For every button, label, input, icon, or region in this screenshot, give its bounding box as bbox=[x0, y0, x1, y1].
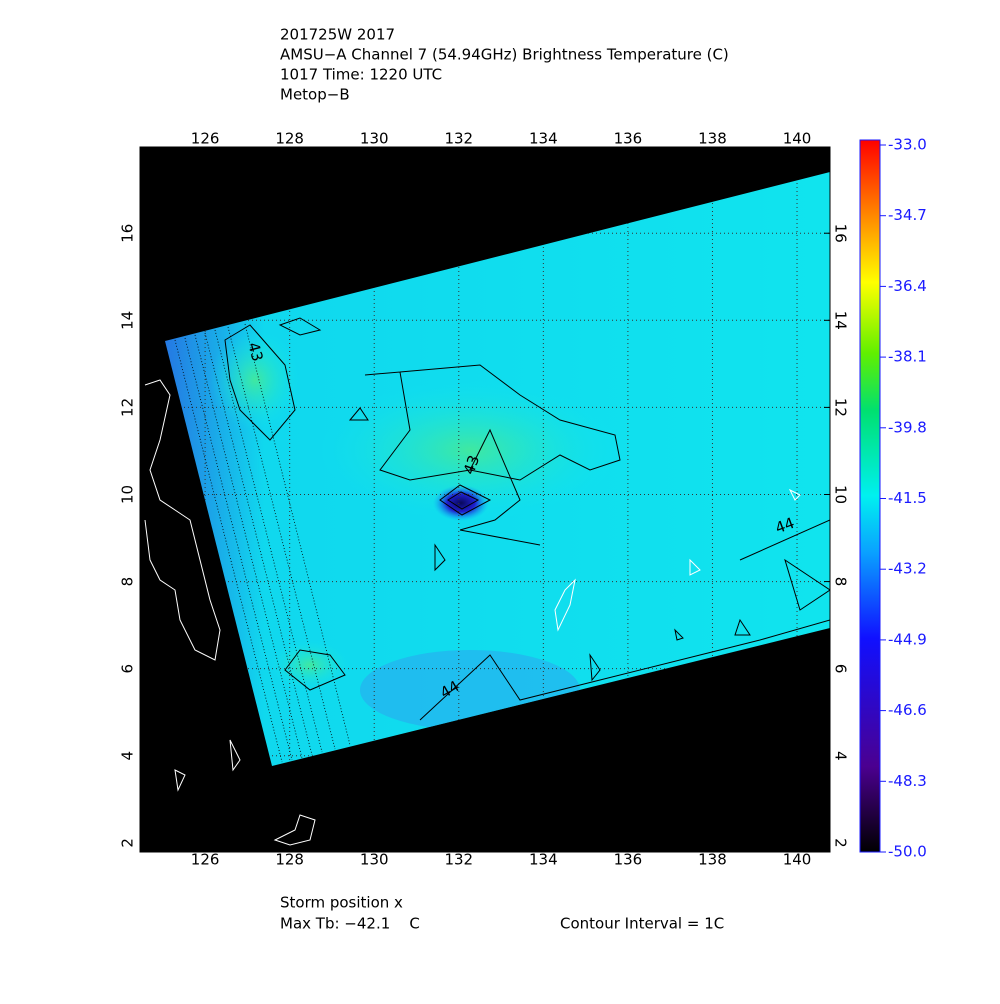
x-tick-label: 136 bbox=[614, 130, 643, 148]
title: 201725W 2017 AMSU−A Channel 7 (54.94GHz)… bbox=[280, 26, 729, 104]
x-tick-label: 126 bbox=[191, 130, 220, 148]
x-tick-label: 130 bbox=[360, 130, 389, 148]
colorbar bbox=[859, 139, 881, 853]
contour bbox=[348, 407, 369, 421]
title-line: AMSU−A Channel 7 (54.94GHz) Brightness T… bbox=[280, 46, 729, 64]
colorbar-tick-label: -34.7 bbox=[888, 206, 927, 224]
contour bbox=[364, 364, 621, 481]
warm-region bbox=[270, 640, 350, 690]
contours bbox=[224, 317, 830, 721]
y-tick-label: 4 bbox=[832, 751, 850, 761]
y-tick-label: 4 bbox=[119, 751, 137, 761]
colorbar-tick-label: -43.2 bbox=[888, 560, 927, 578]
y-tick-label: 10 bbox=[832, 485, 850, 504]
y-tick-label: 14 bbox=[832, 311, 850, 330]
y-tick-label: 6 bbox=[119, 664, 137, 674]
title-line: Metop−B bbox=[280, 86, 350, 104]
colorbar-ticks: -33.0 -34.7 -36.4 -38.1 -39.8 -41.5 -43.2 -44.9… bbox=[880, 136, 927, 861]
y-tick-label: 14 bbox=[119, 311, 137, 330]
colorbar-tick-label: -48.3 bbox=[888, 772, 927, 790]
colorbar-tick-label: -39.8 bbox=[888, 418, 927, 436]
x-tick-label: 126 bbox=[191, 851, 220, 869]
warm-region bbox=[210, 330, 300, 430]
y-tick-label: 12 bbox=[832, 398, 850, 417]
max-tb: Max Tb: −42.1 C bbox=[280, 915, 420, 933]
y-tick-label: 2 bbox=[119, 838, 137, 848]
y-tick-label: 8 bbox=[832, 577, 850, 587]
contour-label: 43 bbox=[460, 453, 483, 477]
warm-region bbox=[320, 380, 620, 520]
contour bbox=[278, 317, 322, 336]
axes: 1261261281281301301321321341341361361381… bbox=[119, 130, 850, 869]
x-tick-label: 138 bbox=[698, 851, 727, 869]
y-tick-label: 10 bbox=[119, 485, 137, 504]
contour bbox=[674, 519, 830, 641]
grid bbox=[165, 172, 830, 766]
coastline bbox=[144, 379, 221, 661]
x-tick-label: 128 bbox=[275, 851, 304, 869]
x-tick-label: 134 bbox=[529, 851, 558, 869]
y-tick-label: 8 bbox=[119, 577, 137, 587]
contour bbox=[459, 428, 541, 546]
plot-frame bbox=[139, 146, 831, 853]
colorbar-tick-label: -46.6 bbox=[888, 701, 927, 719]
cold-core bbox=[433, 485, 489, 521]
contour bbox=[224, 324, 296, 441]
y-tick-label: 12 bbox=[119, 398, 137, 417]
colorbar-tick-label: -44.9 bbox=[888, 630, 927, 648]
x-tick-label: 132 bbox=[444, 851, 473, 869]
coastlines bbox=[144, 379, 801, 846]
title-line: 201725W 2017 bbox=[280, 26, 395, 44]
colorbar-tick-label: -38.1 bbox=[888, 348, 927, 366]
storm-position: Storm position x bbox=[280, 894, 403, 912]
contour bbox=[434, 543, 601, 682]
x-tick-label: 136 bbox=[614, 851, 643, 869]
contour-interval: Contour Interval = 1C bbox=[560, 915, 724, 933]
x-tick-label: 128 bbox=[275, 130, 304, 148]
y-tick-label: 2 bbox=[832, 838, 850, 848]
y-tick-label: 16 bbox=[119, 224, 137, 243]
y-tick-label: 16 bbox=[832, 224, 850, 243]
contour-label: 44 bbox=[773, 514, 797, 537]
x-tick-label: 140 bbox=[783, 851, 812, 869]
x-tick-label: 132 bbox=[444, 130, 473, 148]
contour bbox=[439, 484, 492, 516]
contour bbox=[284, 649, 346, 691]
colorbar-tick-label: -33.0 bbox=[888, 136, 927, 154]
colorbar-tick-label: -50.0 bbox=[888, 843, 927, 861]
contour bbox=[419, 619, 830, 721]
contour-label: 43 bbox=[244, 340, 266, 363]
x-tick-label: 134 bbox=[529, 130, 558, 148]
x-tick-label: 138 bbox=[698, 130, 727, 148]
coastline bbox=[174, 488, 801, 846]
y-tick-label: 6 bbox=[832, 664, 850, 674]
colorbar-tick-label: -41.5 bbox=[888, 489, 927, 507]
footer: Storm position x Max Tb: −42.1 C Contour… bbox=[280, 894, 724, 933]
x-tick-label: 130 bbox=[360, 851, 389, 869]
x-tick-label: 140 bbox=[783, 130, 812, 148]
colorbar-tick-label: -36.4 bbox=[888, 277, 927, 295]
title-line: 1017 Time: 1220 UTC bbox=[280, 66, 442, 84]
